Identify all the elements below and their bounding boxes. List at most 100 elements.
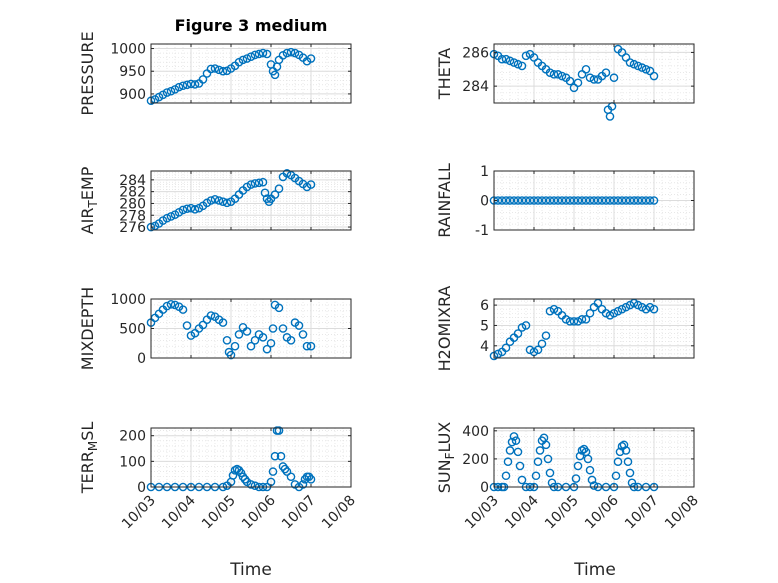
data-point bbox=[280, 464, 290, 474]
data-point bbox=[266, 338, 276, 348]
y-tick-label: 200 bbox=[462, 452, 489, 468]
data-point bbox=[306, 475, 316, 484]
data-point bbox=[238, 55, 248, 65]
data-point bbox=[565, 76, 575, 86]
data-point bbox=[276, 451, 286, 461]
data-point bbox=[274, 184, 284, 193]
data-point bbox=[581, 315, 591, 324]
data-point bbox=[501, 471, 511, 481]
data-point bbox=[621, 446, 631, 455]
data-point bbox=[625, 58, 635, 67]
data-point bbox=[633, 196, 643, 205]
data-point bbox=[214, 196, 224, 205]
data-point bbox=[565, 317, 575, 326]
data-point bbox=[246, 52, 256, 62]
data-point bbox=[182, 80, 192, 90]
y-tick-label: 4 bbox=[480, 339, 489, 355]
x-tick-label: 10/04 bbox=[159, 492, 199, 532]
x-tick-label: 10/05 bbox=[542, 493, 582, 533]
x-tick-label: 10/05 bbox=[199, 493, 239, 533]
data-point bbox=[601, 68, 611, 77]
data-point bbox=[509, 58, 519, 67]
data-point bbox=[521, 196, 531, 205]
x-tick-label: 10/06 bbox=[582, 492, 622, 532]
data-point bbox=[234, 330, 244, 339]
data-point bbox=[515, 461, 525, 471]
data-point bbox=[577, 446, 587, 455]
data-point bbox=[621, 196, 631, 205]
data-point bbox=[258, 333, 268, 342]
y-axis-label: THETA bbox=[435, 48, 454, 100]
data-point bbox=[162, 301, 172, 311]
data-point bbox=[513, 447, 523, 457]
data-point bbox=[577, 196, 587, 205]
data-point bbox=[557, 71, 567, 81]
data-point bbox=[166, 86, 176, 96]
data-point bbox=[250, 481, 260, 491]
data-point bbox=[258, 48, 268, 58]
data-point bbox=[629, 196, 639, 205]
subplot-rainfall: -1 0 1 RAINFALL bbox=[435, 163, 695, 239]
y-tick-label: 0 bbox=[480, 194, 489, 210]
data-point bbox=[166, 300, 176, 309]
data-point bbox=[505, 446, 515, 455]
data-point bbox=[210, 195, 220, 204]
data-point bbox=[182, 204, 192, 214]
data-point bbox=[509, 196, 519, 205]
data-point bbox=[649, 196, 659, 205]
data-point bbox=[627, 478, 637, 488]
y-tick-label: 950 bbox=[119, 64, 146, 80]
data-point bbox=[609, 196, 619, 205]
y-tick-label: 284 bbox=[462, 79, 489, 95]
subplot-h2omixra: 4 5 6 H2OMIXRA bbox=[435, 286, 695, 372]
data-point bbox=[234, 466, 244, 475]
data-point bbox=[298, 330, 308, 339]
data-point bbox=[254, 49, 264, 59]
data-point bbox=[178, 81, 188, 91]
data-point bbox=[268, 467, 278, 476]
data-point bbox=[585, 308, 595, 318]
data-point bbox=[553, 70, 563, 79]
data-point bbox=[637, 63, 647, 72]
data-point bbox=[605, 112, 615, 121]
y-tick-label: 1 bbox=[480, 164, 489, 180]
data-point bbox=[505, 56, 515, 66]
y-tick-label: 1000 bbox=[110, 42, 146, 58]
data-point bbox=[286, 335, 296, 345]
axes-box bbox=[493, 427, 695, 488]
data-point bbox=[517, 61, 527, 71]
subplot-pressure: 900 950 1000 PRESSURE bbox=[78, 31, 352, 116]
data-point bbox=[593, 196, 603, 205]
x-tick-label: 10/03 bbox=[462, 493, 502, 533]
data-point bbox=[531, 471, 541, 481]
y-axis-label: MIXDEPTH bbox=[78, 287, 97, 370]
data-point bbox=[577, 315, 587, 324]
data-point bbox=[214, 65, 224, 75]
data-point bbox=[246, 341, 256, 351]
data-point bbox=[286, 47, 296, 57]
data-point bbox=[198, 75, 208, 84]
data-point bbox=[587, 475, 597, 485]
data-point bbox=[270, 451, 280, 461]
data-point bbox=[649, 71, 659, 81]
data-point bbox=[218, 318, 228, 327]
plot-area bbox=[151, 428, 351, 487]
y-axis-label: H2OMIXRA bbox=[435, 286, 454, 372]
data-point bbox=[274, 303, 284, 313]
data-point bbox=[613, 196, 623, 205]
y-tick-label: 280 bbox=[119, 196, 146, 212]
data-point bbox=[228, 471, 238, 480]
data-point bbox=[575, 451, 585, 461]
data-point bbox=[210, 64, 220, 73]
y-tick-label: 276 bbox=[119, 220, 146, 236]
y-tick-label: 900 bbox=[119, 87, 146, 103]
data-point bbox=[541, 196, 551, 205]
data-point bbox=[573, 461, 583, 471]
data-point bbox=[545, 68, 555, 77]
data-point bbox=[641, 196, 651, 205]
data-point bbox=[166, 212, 176, 221]
y-tick-label: 200 bbox=[119, 429, 146, 445]
data-point bbox=[306, 54, 316, 63]
data-point bbox=[569, 317, 579, 326]
